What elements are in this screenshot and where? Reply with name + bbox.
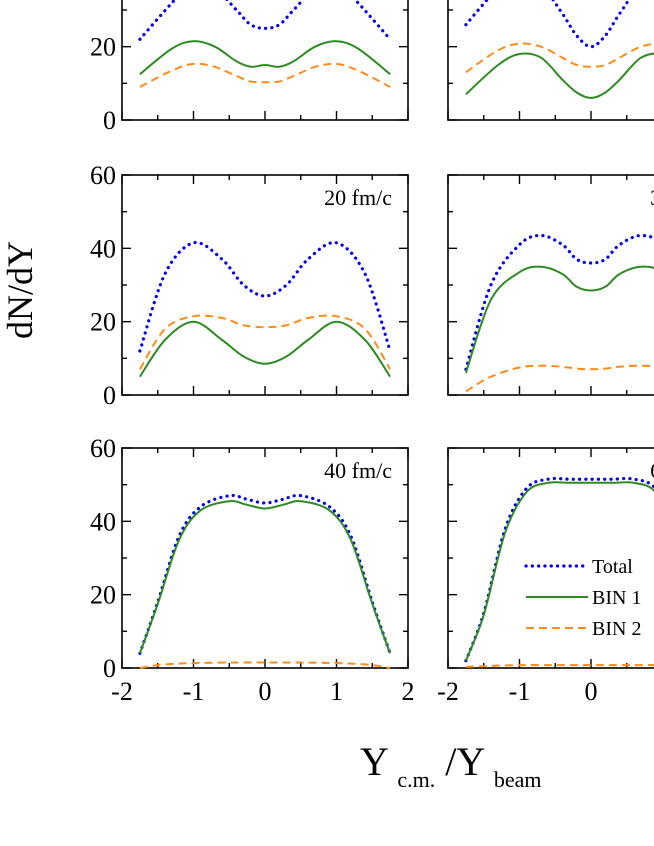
legend-label: Total <box>592 556 633 578</box>
panel-frame <box>121 0 409 121</box>
panel-label: 60 fm/c <box>650 458 654 483</box>
x-tick-label: -2 <box>111 677 133 706</box>
panel-3: 20 fm/c <box>121 174 409 396</box>
panel-5: 40 fm/c <box>121 447 409 669</box>
x-tick-label: 2 <box>402 677 415 706</box>
y-tick-label: 0 <box>103 106 116 135</box>
series-line-bin1 <box>464 265 654 374</box>
legend-label: BIN 2 <box>592 618 641 640</box>
series-line-total <box>138 493 392 655</box>
series-line-bin2 <box>465 664 654 668</box>
legend: Total BIN 1 BIN 2 <box>524 556 641 640</box>
panel-frame <box>447 0 654 121</box>
series-line-bin1 <box>464 481 654 662</box>
y-tick-label: 20 <box>90 581 116 610</box>
y-tick-label: 0 <box>103 654 116 683</box>
y-tick-label: 20 <box>90 33 116 62</box>
y-tick-label: 0 <box>103 381 116 410</box>
legend-label: BIN 1 <box>592 587 641 609</box>
x-axis-title-sub1: c.m. <box>397 767 435 792</box>
series-line-bin1 <box>138 500 392 654</box>
series-line-bin1 <box>139 40 391 75</box>
series-line-total <box>464 476 654 663</box>
x-tick-label: 1 <box>330 677 343 706</box>
x-tick-label: -1 <box>183 677 205 706</box>
series-line-bin2 <box>139 314 391 370</box>
x-axis-title-main: Y <box>360 739 388 784</box>
series-line-total <box>138 0 392 41</box>
y-axis-title: dN/dY <box>0 241 40 339</box>
x-axis-title-sub2: beam <box>494 767 542 792</box>
series-line-total <box>138 240 392 353</box>
x-axis-title: Y c.m. /Y beam <box>360 739 541 796</box>
svg-text:Y c.m. /Y be: Y c.m. /Y beam <box>360 739 541 796</box>
panel-label: 20 fm/c <box>324 185 392 210</box>
y-tick-label: 40 <box>90 234 116 263</box>
panel-4: 30 fm/c <box>447 174 654 396</box>
panel-label: 30 fm/c <box>650 185 654 210</box>
x-tick-label: 0 <box>259 677 272 706</box>
series-line-bin1 <box>139 320 391 378</box>
series-line-bin2 <box>465 364 654 393</box>
series-line-total <box>464 233 654 371</box>
series-line-bin2 <box>139 62 391 88</box>
panel-frame <box>447 174 654 396</box>
panel-2 <box>447 0 654 121</box>
series-line-bin1 <box>465 52 654 100</box>
y-tick-label: 40 <box>90 507 116 536</box>
y-tick-label: 60 <box>90 434 116 463</box>
y-tick-label: 20 <box>90 308 116 337</box>
x-axis-title-slash: /Y <box>445 739 484 784</box>
panel-6: 60 fm/c Total BIN 1 BIN 2 <box>447 447 654 669</box>
panel-1 <box>121 0 409 121</box>
series-line-total <box>464 0 631 49</box>
series-line-bin2 <box>139 661 391 669</box>
x-tick-label: -1 <box>509 677 531 706</box>
panel-label: 40 fm/c <box>324 458 392 483</box>
x-tick-label: 0 <box>585 677 598 706</box>
y-tick-label: 60 <box>90 161 116 190</box>
x-tick-label: -2 <box>437 677 459 706</box>
